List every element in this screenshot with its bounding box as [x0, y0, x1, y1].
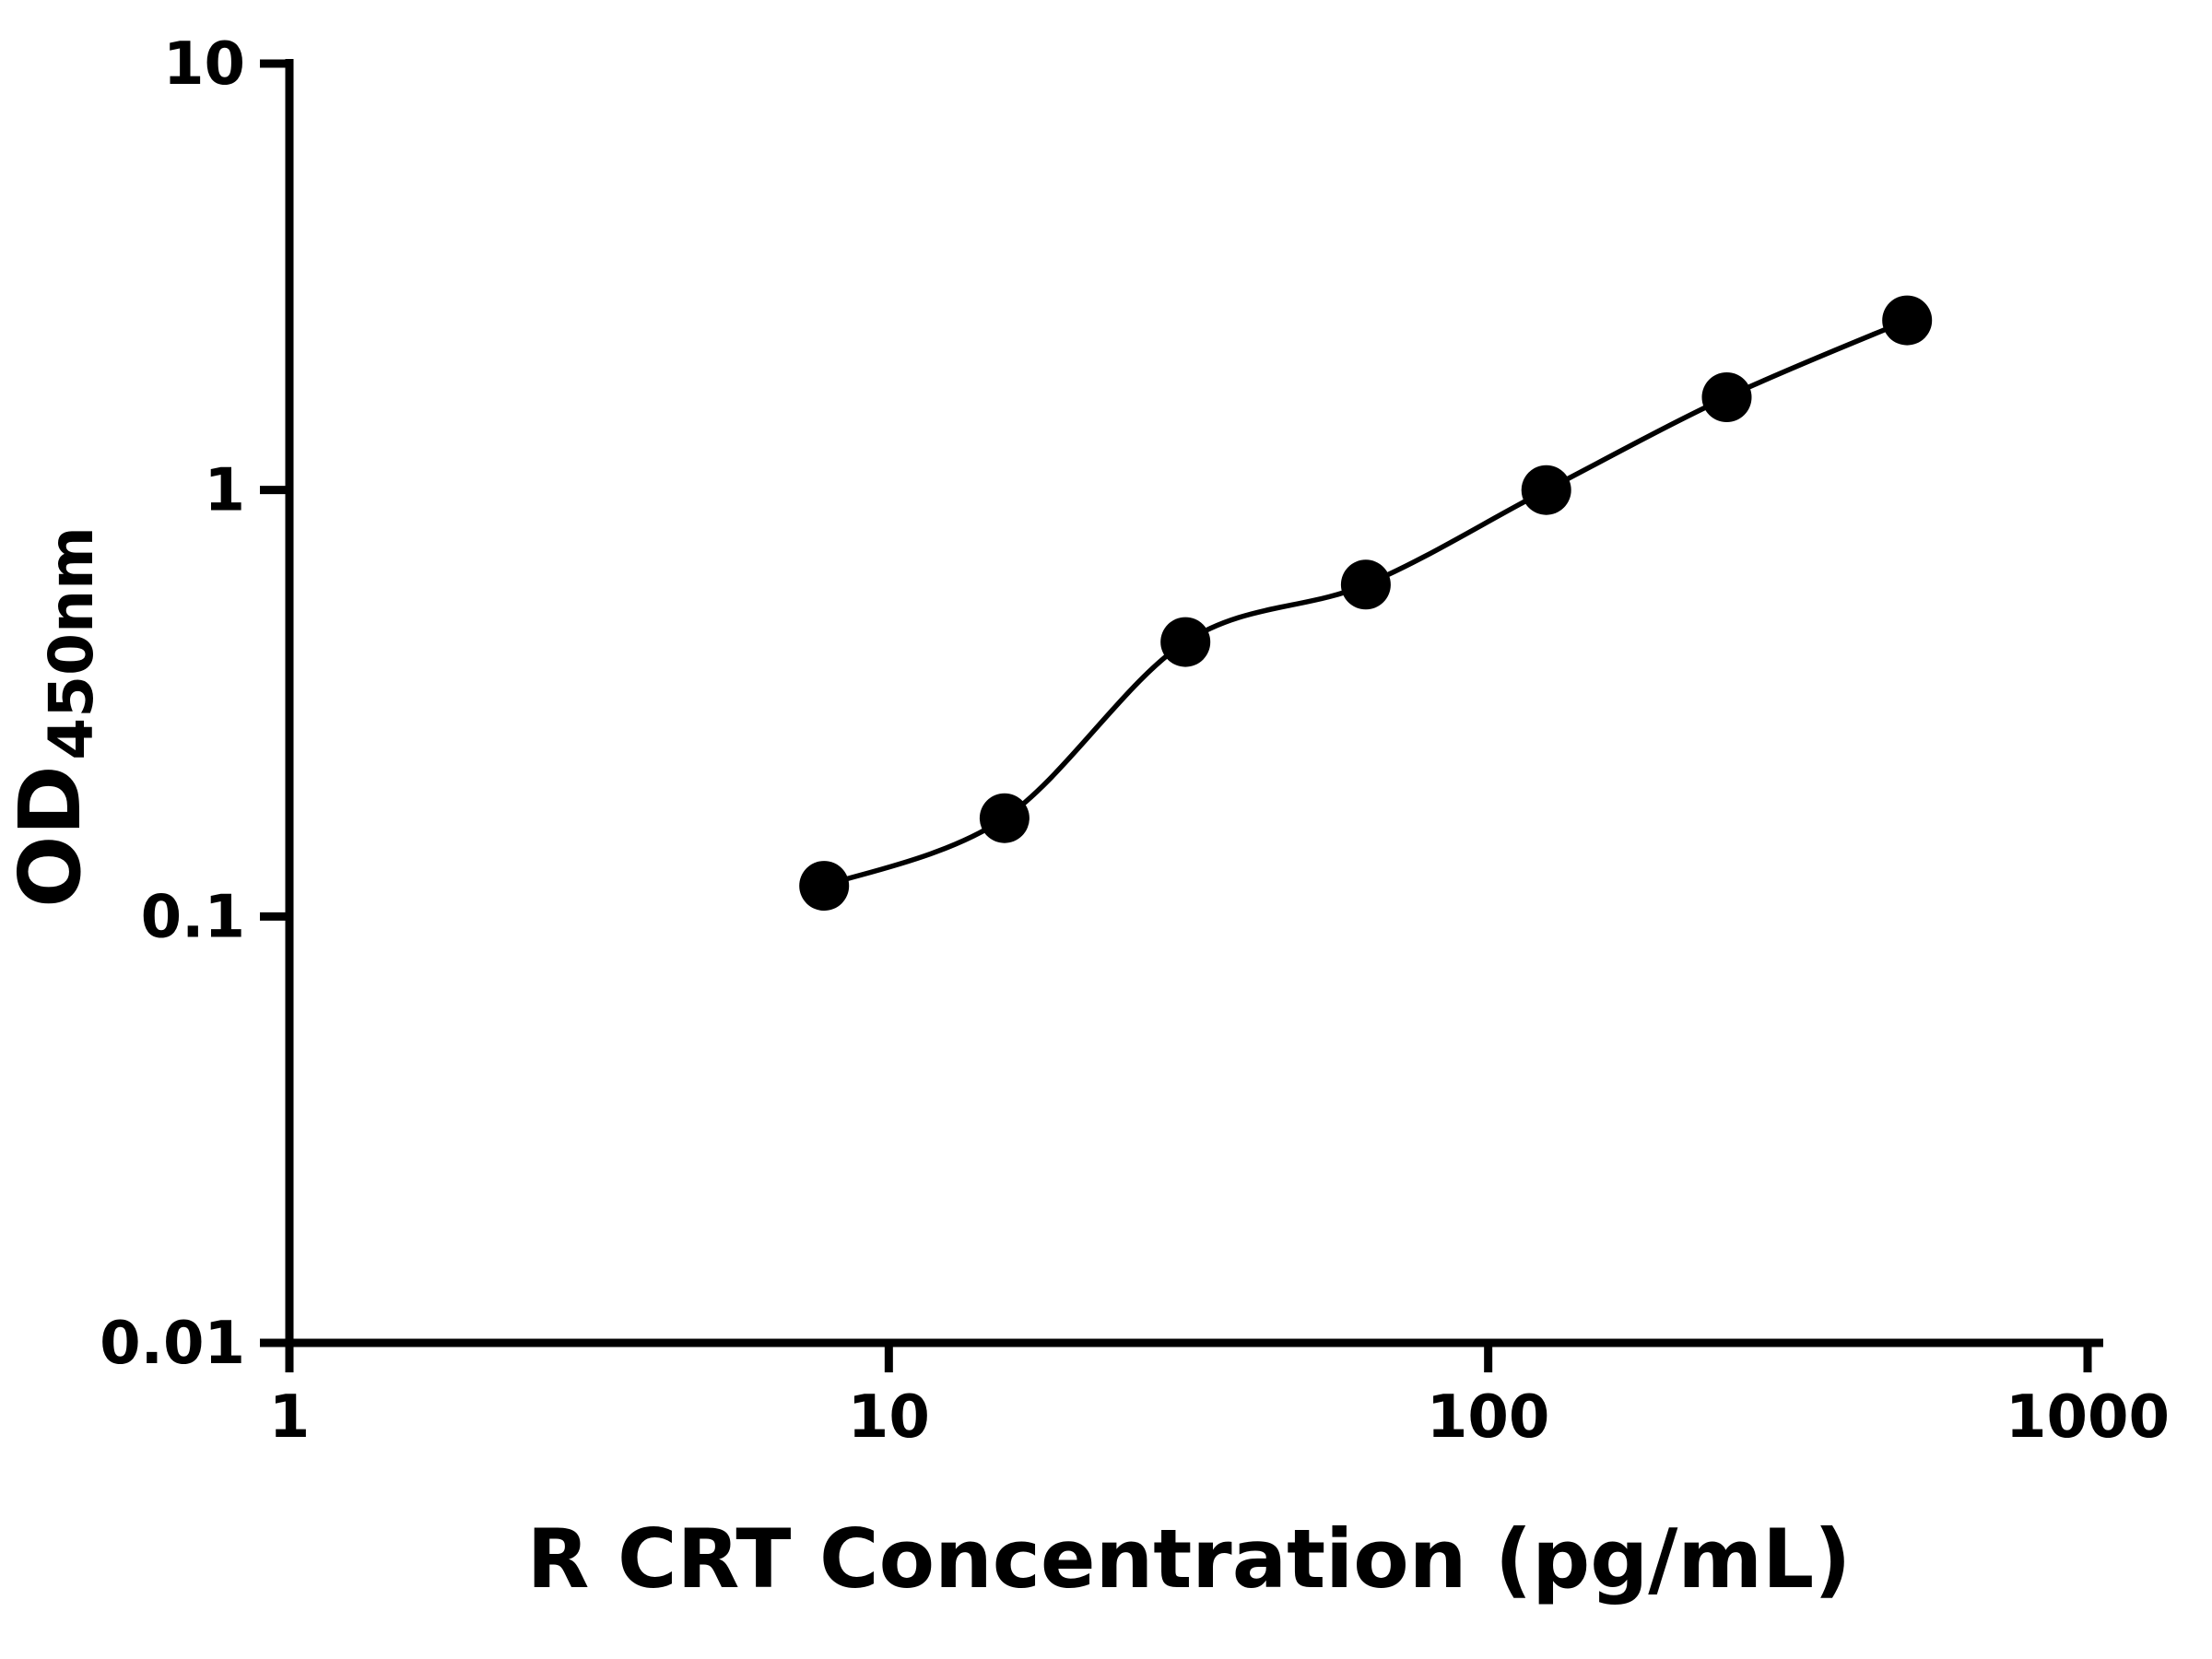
x-tick-label: 10 — [848, 1383, 930, 1452]
data-point — [1340, 559, 1391, 610]
data-point — [1701, 372, 1752, 422]
data-point — [799, 861, 850, 912]
x-tick-label: 1000 — [2006, 1383, 2170, 1452]
x-tick-label: 100 — [1427, 1383, 1550, 1452]
data-point — [1882, 295, 1933, 346]
data-point — [1160, 617, 1211, 667]
data-point — [1521, 465, 1571, 515]
x-axis-label: R CRT Concentration (pg/mL) — [527, 1512, 1852, 1606]
data-point — [979, 793, 1030, 843]
y-tick-label: 10 — [163, 30, 245, 99]
y-axis-label: OD 450nm — [1, 526, 107, 908]
plot-area — [799, 295, 1933, 912]
y-axis-label-sub: 450nm — [36, 526, 107, 760]
y-axis-label-main: OD — [1, 765, 100, 908]
x-tick-label: 1 — [269, 1383, 311, 1452]
axes: 1 10 100 1000 0.01 0.1 1 10 — [100, 30, 2170, 1452]
y-tick-label: 0.1 — [141, 883, 245, 951]
y-tick-label: 1 — [204, 457, 245, 525]
y-tick-label: 0.01 — [100, 1310, 245, 1378]
